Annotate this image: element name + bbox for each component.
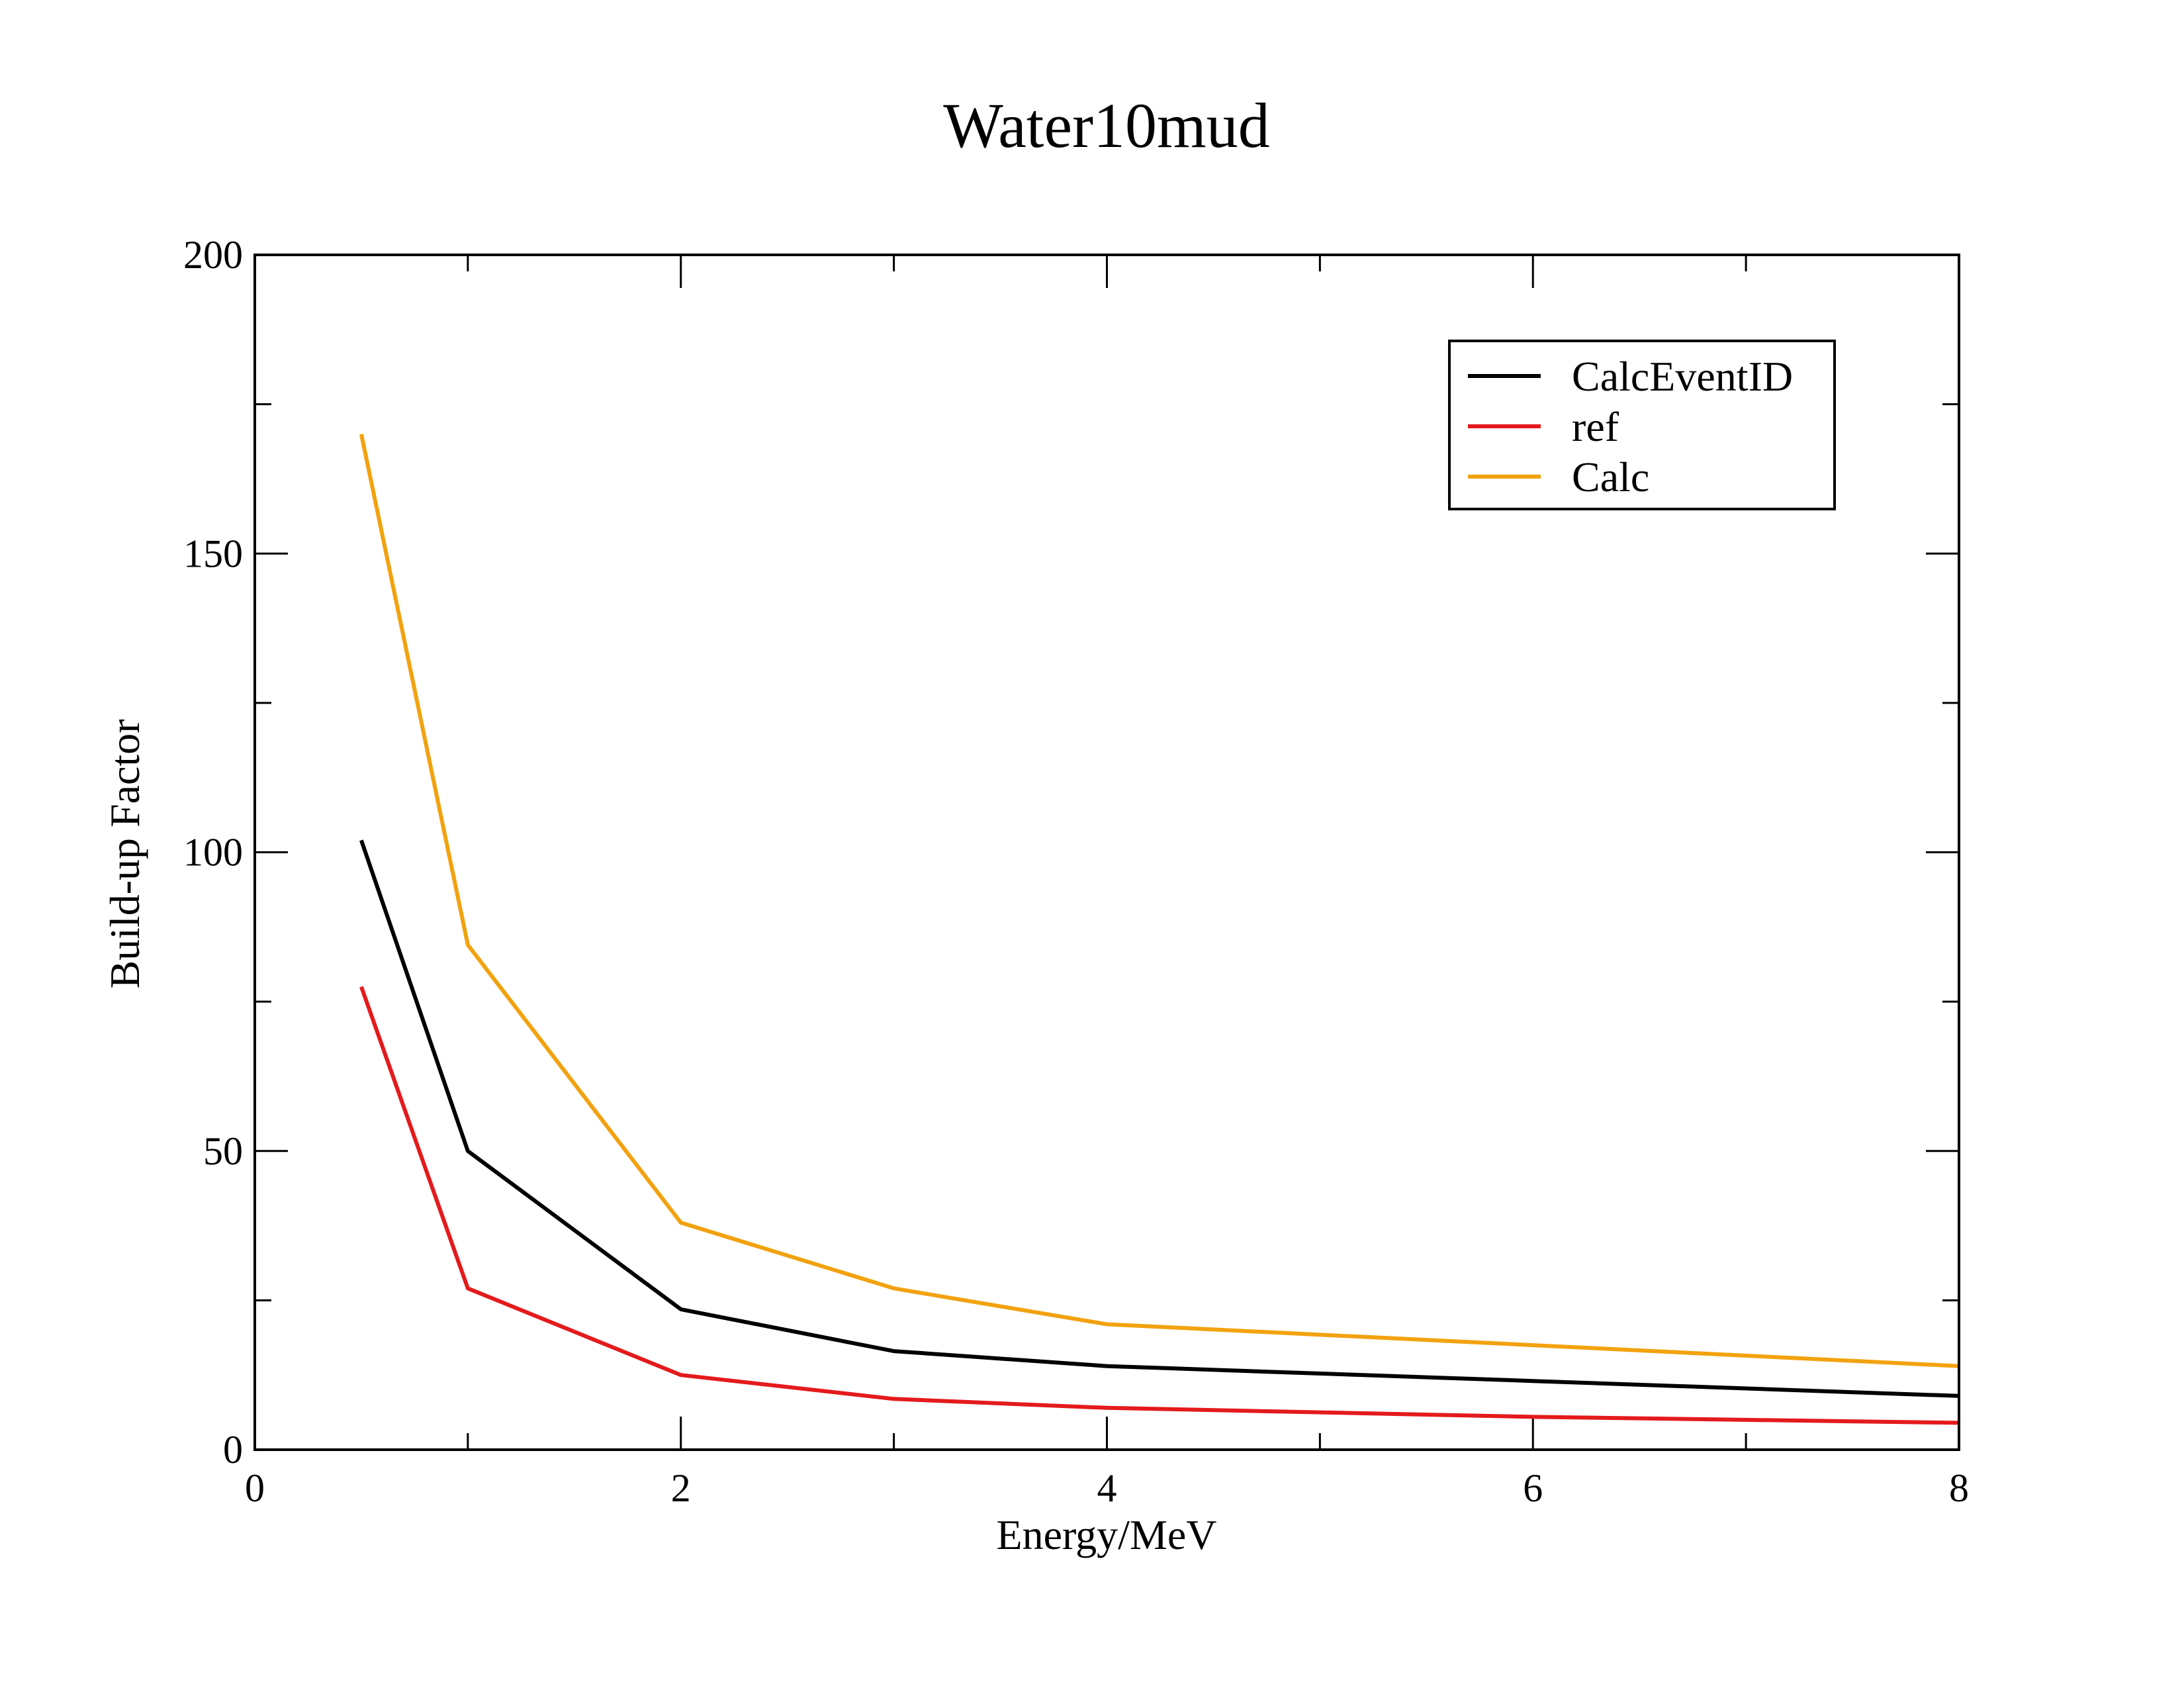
x-axis-label: Energy/MeV (997, 1511, 1217, 1558)
y-tick-label: 150 (183, 532, 243, 575)
x-tick-label: 2 (671, 1466, 691, 1510)
series-line-calc (359, 434, 1960, 1368)
series-lines (359, 434, 1960, 1425)
x-tick-label: 0 (245, 1466, 265, 1510)
x-tick-label: 8 (1949, 1466, 1969, 1510)
tick-labels: 0 2 4 6 8 0 50 100 150 200 (183, 233, 1969, 1510)
plot-frame (253, 254, 1960, 1451)
y-tick-label: 50 (203, 1129, 243, 1173)
chart-title: Water10mud (943, 90, 1269, 161)
series-line-calceventid (359, 839, 1960, 1398)
y-tick-label: 100 (183, 831, 243, 874)
y-tick-label: 0 (223, 1428, 243, 1472)
series-line-ref (359, 986, 1960, 1425)
y-tick-label: 200 (183, 233, 243, 277)
x-tick-label: 6 (1523, 1466, 1543, 1510)
legend-label-calc: Calc (1572, 453, 1649, 500)
legend-label-calceventid: CalcEventID (1572, 353, 1793, 400)
x-tick-label: 4 (1097, 1466, 1117, 1510)
y-axis-label: Build-up Factor (101, 719, 148, 988)
legend-label-ref: ref (1572, 403, 1619, 450)
